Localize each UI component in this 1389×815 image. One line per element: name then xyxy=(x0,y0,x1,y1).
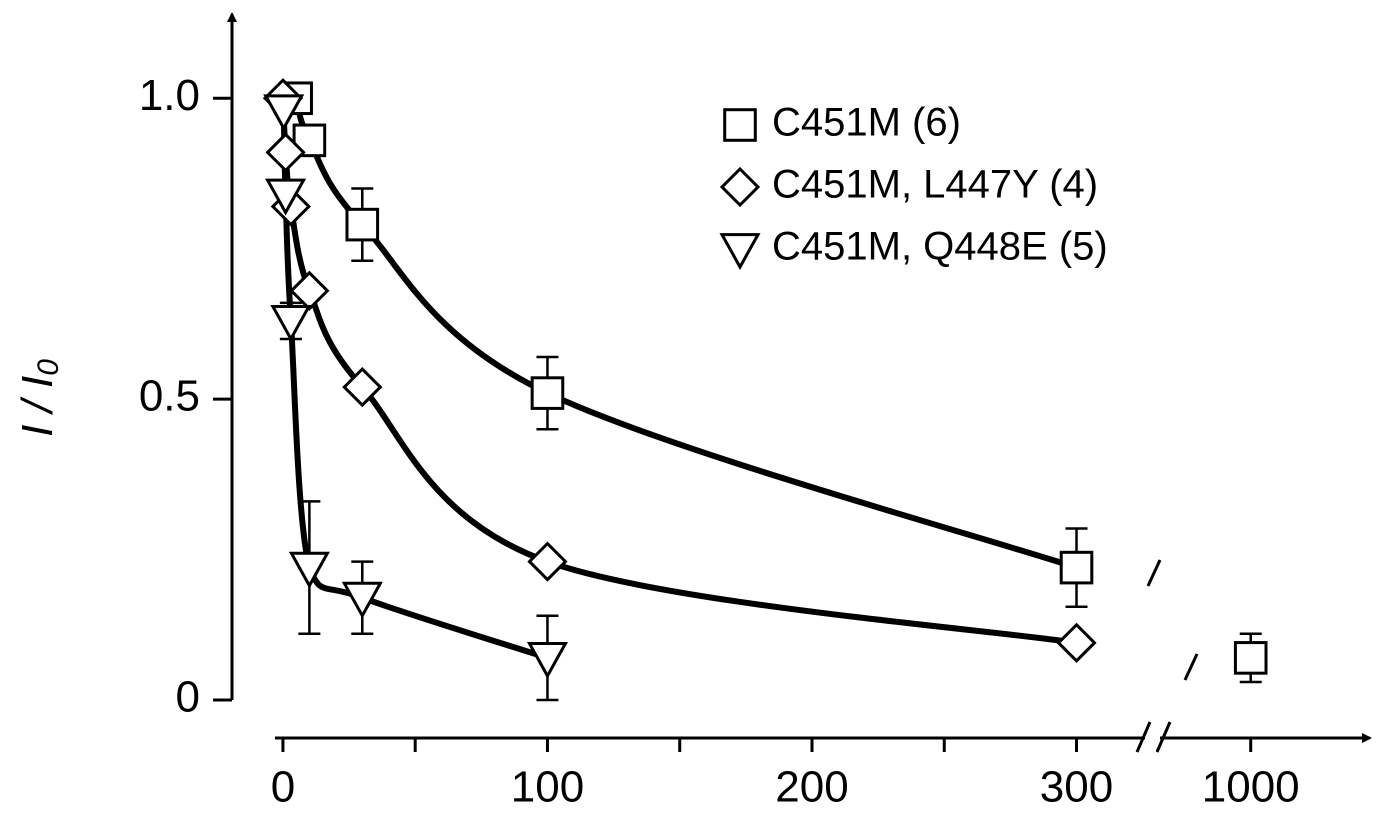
marker-square xyxy=(1233,641,1268,675)
axis-break xyxy=(1155,721,1172,753)
legend-marker xyxy=(723,108,757,142)
marker-triangle xyxy=(265,178,307,216)
legend-label: C451M, Q448E (5) xyxy=(772,225,1108,269)
marker-diamond xyxy=(265,132,306,173)
legend-label: C451M (6) xyxy=(772,101,961,145)
marker-triangle xyxy=(288,551,330,589)
markers xyxy=(262,78,1268,679)
fit-curve xyxy=(280,110,549,661)
y-tick-label: 1.0 xyxy=(139,71,200,120)
legend-marker xyxy=(719,166,761,208)
marker-diamond xyxy=(289,270,330,311)
marker-triangle xyxy=(341,581,383,619)
legend-label: C451M, L447Y (4) xyxy=(772,163,1098,207)
y-label-main: I / I xyxy=(13,376,62,437)
curve-break xyxy=(1146,559,1162,587)
marker-diamond xyxy=(527,541,568,582)
marker-diamond xyxy=(342,366,383,408)
y-tick-label: 0 xyxy=(176,673,200,722)
marker-square xyxy=(1059,550,1094,585)
y-axis-label: I / I0 xyxy=(13,359,65,437)
plot-area xyxy=(279,87,1262,702)
x-tick-label: 1000 xyxy=(1202,763,1300,812)
x-tick-label: 0 xyxy=(271,763,295,812)
x-tick-label: 100 xyxy=(511,763,584,812)
curve-break xyxy=(1183,653,1199,681)
marker-triangle xyxy=(526,641,569,679)
axis-break xyxy=(1135,721,1152,753)
y-tick-label: 0.5 xyxy=(139,372,200,421)
marker-triangle xyxy=(270,304,312,342)
legend-marker xyxy=(719,233,761,271)
marker-square xyxy=(530,376,565,410)
y-label-sub: 0 xyxy=(32,359,65,376)
x-tick-label: 200 xyxy=(775,763,848,812)
marker-diamond xyxy=(1056,622,1097,663)
marker-triangle xyxy=(263,94,305,132)
marker-square xyxy=(345,207,380,242)
x-tick-label: 300 xyxy=(1040,763,1113,812)
